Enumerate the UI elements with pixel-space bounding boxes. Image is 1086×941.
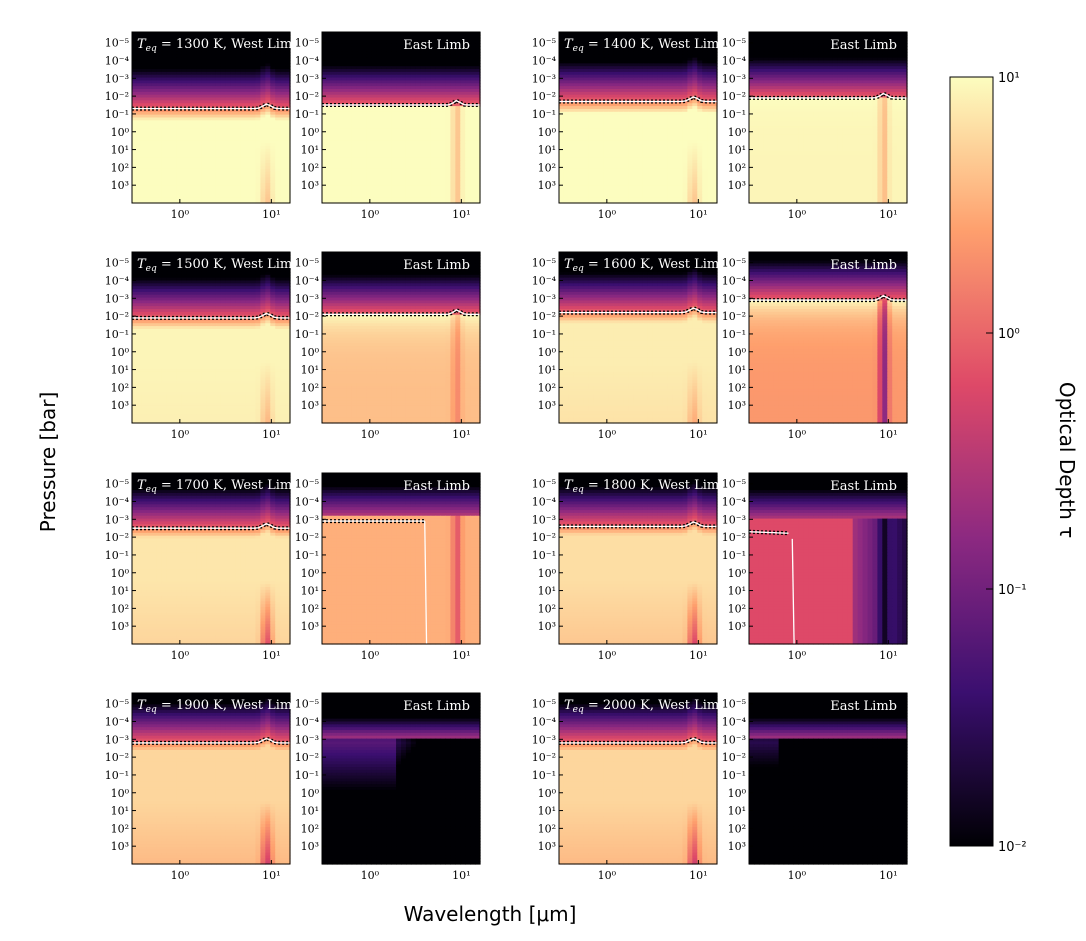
figure: 10⁻⁵10⁻⁴10⁻³10⁻²10⁻¹10⁰10¹10²10³10⁰ 10¹Te…	[0, 0, 1086, 941]
